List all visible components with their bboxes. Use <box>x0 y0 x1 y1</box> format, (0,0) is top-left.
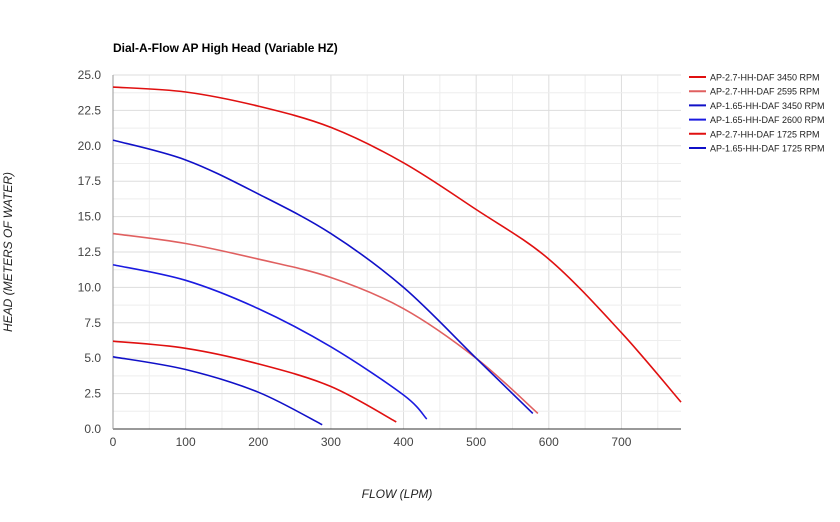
grid <box>112 74 681 430</box>
x-axis-label: FLOW (LPM) <box>362 487 433 501</box>
y-tick-label: 0.0 <box>84 422 101 436</box>
y-tick-label: 20.0 <box>78 139 102 153</box>
chart-title: Dial-A-Flow AP High Head (Variable HZ) <box>113 41 338 55</box>
y-tick-label: 15.0 <box>78 210 102 224</box>
x-tick-label: 200 <box>248 435 268 449</box>
x-tick-label: 100 <box>176 435 196 449</box>
legend-label: AP-1.65-HH-DAF 2600 RPM <box>710 115 825 125</box>
legend-label: AP-2.7-HH-DAF 2595 RPM <box>710 87 820 97</box>
y-tick-label: 17.5 <box>78 174 102 188</box>
series-line-4 <box>112 263 428 420</box>
x-tick-label: 400 <box>394 435 414 449</box>
ticks: 0 100 200 300 400 500 600 700 0.0 2.5 5.0 7.5 10.0 12… <box>78 68 632 449</box>
x-tick-label: 600 <box>539 435 559 449</box>
y-tick-label: 25.0 <box>78 68 102 82</box>
x-tick-label: 700 <box>611 435 631 449</box>
series-line-3 <box>112 139 534 414</box>
legend: AP-2.7-HH-DAF 3450 RPM AP-2.7-HH-DAF 2595… <box>689 73 825 154</box>
series-lines <box>112 86 682 426</box>
y-tick-label: 5.0 <box>84 351 101 365</box>
legend-label: AP-2.7-HH-DAF 3450 RPM <box>710 73 820 83</box>
legend-label: AP-1.65-HH-DAF 1725 RPM <box>710 144 825 154</box>
y-tick-label: 2.5 <box>84 387 101 401</box>
y-tick-label: 7.5 <box>84 316 101 330</box>
legend-label: AP-1.65-HH-DAF 3450 RPM <box>710 101 825 111</box>
series-line-2 <box>112 232 539 415</box>
y-axis-label: HEAD (METERS OF WATER) <box>1 172 15 332</box>
x-tick-label: 0 <box>110 435 117 449</box>
y-tick-label: 10.0 <box>78 280 102 294</box>
legend-label: AP-2.7-HH-DAF 1725 RPM <box>710 129 820 139</box>
x-tick-label: 500 <box>466 435 486 449</box>
series-line-1 <box>112 86 682 403</box>
series-line-5 <box>112 340 397 423</box>
y-tick-label: 12.5 <box>78 245 102 259</box>
series-line-6 <box>112 355 323 426</box>
x-tick-label: 300 <box>321 435 341 449</box>
y-tick-label: 22.5 <box>78 103 102 117</box>
